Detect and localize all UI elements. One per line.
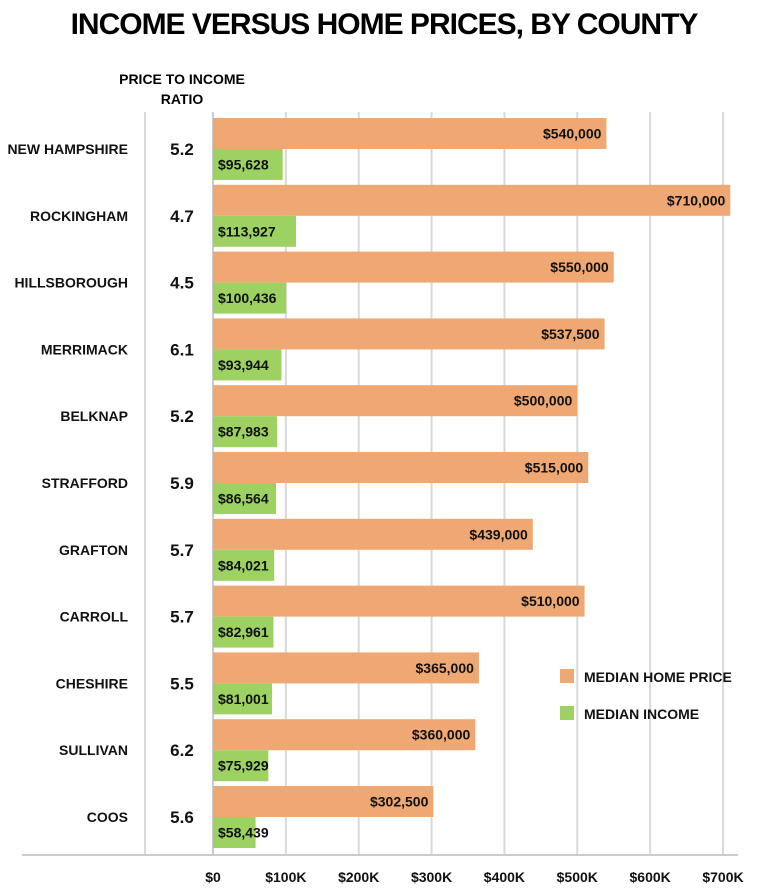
category-label: BELKNAP	[60, 408, 128, 424]
income-bar	[213, 483, 277, 514]
category-label: COOS	[87, 809, 128, 825]
income-label: $84,021	[218, 557, 269, 573]
home-price-label: $360,000	[412, 727, 471, 743]
category-label: ROCKINGHAM	[30, 208, 128, 224]
income-label: $81,001	[218, 691, 269, 707]
home-price-bar	[213, 318, 605, 350]
home-price-label: $540,000	[543, 126, 602, 142]
income-bar	[213, 282, 287, 314]
income-bar	[213, 549, 275, 581]
income-bar	[213, 750, 269, 782]
home-price-label: $302,500	[370, 794, 429, 810]
home-price-label: $365,000	[416, 660, 475, 676]
legend: MEDIAN HOME PRICE MEDIAN INCOME	[560, 669, 732, 722]
home-price-bar	[213, 652, 479, 684]
home-price-bar	[213, 385, 578, 417]
income-label: $113,927	[218, 223, 276, 239]
home-price-bar	[213, 251, 614, 283]
home-price-bar	[213, 184, 731, 216]
income-label: $87,983	[218, 424, 269, 440]
x-tick-label: $700K	[702, 869, 743, 885]
x-tick-label: $500K	[557, 869, 598, 885]
x-tick-label: $300K	[411, 869, 452, 885]
home-price-bar	[213, 719, 476, 751]
home-price-bar	[213, 518, 533, 550]
income-bar	[213, 215, 297, 247]
income-label: $82,961	[218, 624, 269, 640]
bars: $540,000 $95,628 $710,000 $113,927 $550,000 $…	[213, 118, 731, 848]
ratio-value: 4.5	[170, 274, 194, 293]
x-tick-label: $400K	[484, 869, 525, 885]
income-label: $93,944	[218, 357, 269, 373]
ratio-value: 4.7	[170, 207, 194, 226]
income-label: $86,564	[218, 491, 269, 507]
x-tick-label: $600K	[630, 869, 671, 885]
category-label: NEW HAMPSHIRE	[7, 141, 128, 157]
x-tick-label: $100K	[265, 869, 306, 885]
income-label: $100,436	[218, 290, 277, 306]
income-label: $95,628	[218, 157, 269, 173]
ratio-value: 6.2	[170, 741, 194, 760]
category-label: STRAFFORD	[42, 475, 128, 491]
x-axis-ticks: $0 $100K $200K $300K $400K $500K $600K $700K	[205, 869, 743, 885]
ratio-value: 5.7	[170, 608, 194, 627]
income-bar	[213, 817, 256, 848]
income-bar	[213, 149, 283, 180]
home-price-bar	[213, 585, 585, 617]
category-label: CHESHIRE	[56, 675, 128, 691]
ratio-value: 5.5	[170, 674, 194, 693]
home-price-bar	[213, 452, 589, 483]
income-label: $75,929	[218, 758, 269, 774]
x-tick-label: $0	[205, 869, 221, 885]
home-price-label: $500,000	[514, 393, 573, 409]
income-label: $58,439	[218, 825, 269, 841]
category-labels: NEW HAMPSHIRE 5.2 ROCKINGHAM 4.7 HILLSBOROUG…	[7, 140, 193, 827]
ratio-value: 5.7	[170, 541, 194, 560]
income-bar	[213, 349, 282, 381]
legend-swatch-income	[560, 706, 574, 720]
category-label: CARROLL	[60, 609, 129, 625]
ratio-value: 6.1	[170, 340, 194, 359]
legend-label-home-price: MEDIAN HOME PRICE	[584, 669, 732, 685]
income-bar	[213, 683, 273, 715]
legend-swatch-home-price	[560, 669, 574, 683]
category-label: MERRIMACK	[41, 341, 128, 357]
home-price-label: $439,000	[469, 526, 528, 542]
ratio-value: 5.9	[170, 474, 194, 493]
legend-label-income: MEDIAN INCOME	[584, 706, 699, 722]
home-price-bar	[213, 118, 607, 149]
home-price-label: $515,000	[525, 460, 584, 476]
income-bar	[213, 416, 278, 448]
income-bar	[213, 616, 274, 648]
ratio-header-line-2: RATIO	[161, 91, 204, 107]
chart-title: INCOME VERSUS HOME PRICES, BY COUNTY	[71, 8, 699, 41]
home-price-label: $710,000	[667, 192, 726, 208]
home-price-label: $510,000	[521, 593, 580, 609]
ratio-value: 5.6	[170, 808, 194, 827]
ratio-header-line-1: PRICE TO INCOME	[119, 71, 245, 87]
home-price-label: $550,000	[550, 259, 609, 275]
category-label: GRAFTON	[59, 542, 128, 558]
ratio-value: 5.2	[170, 140, 194, 159]
category-label: HILLSBOROUGH	[14, 275, 128, 291]
home-price-label: $537,500	[541, 326, 600, 342]
ratio-value: 5.2	[170, 407, 194, 426]
home-price-bar	[213, 786, 434, 817]
category-label: SULLIVAN	[59, 742, 128, 758]
x-tick-label: $200K	[338, 869, 379, 885]
